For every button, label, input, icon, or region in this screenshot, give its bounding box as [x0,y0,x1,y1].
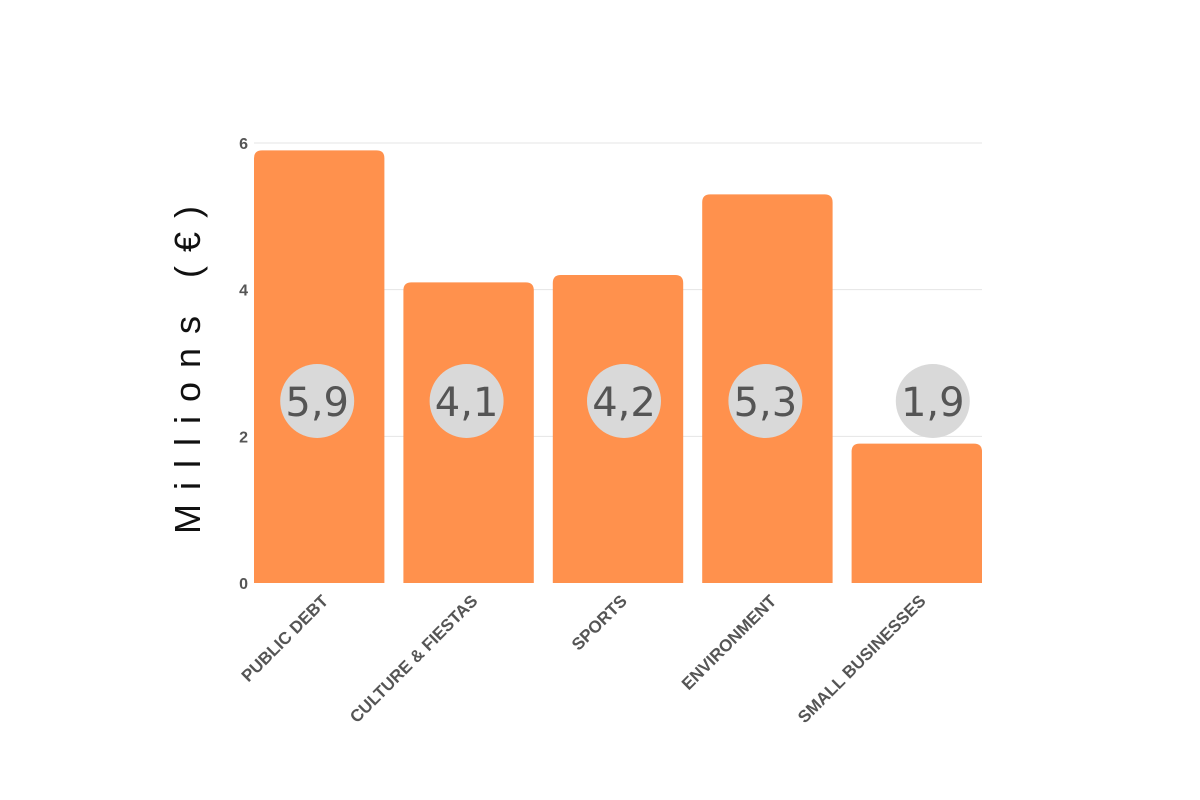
data-label: 1,9 [901,380,965,426]
bar [851,443,982,583]
data-labels: 5,9 4,1 4,2 5,3 1,9 [285,380,964,426]
x-tick-label: PUBLIC DEBT [238,591,333,686]
data-label-bubbles [280,364,970,438]
y-tick-label: 2 [239,429,248,446]
y-axis-ticks: 0 2 4 6 [239,136,248,593]
y-tick-label: 6 [239,136,248,153]
data-label-bubble [429,364,504,438]
y-tick-label: 4 [239,283,248,300]
data-label: 5,9 [285,380,349,426]
x-tick-label: SMALL BUSINESSES [794,591,929,726]
data-label-bubble [895,364,970,438]
x-tick-label: ENVIRONMENT [678,591,781,694]
data-label: 4,1 [435,380,499,426]
y-tick-label: 0 [239,576,248,593]
data-label-bubble [280,364,355,438]
data-label: 4,2 [592,380,656,426]
y-axis-title: Millions (€) [167,192,208,534]
data-label: 5,3 [734,380,798,426]
x-tick-label: SPORTS [568,591,631,654]
x-tick-label: CULTURE & FIESTAS [346,591,481,726]
x-axis-ticks: PUBLIC DEBT CULTURE & FIESTAS SPORTS ENVIRO… [238,591,930,727]
data-label-bubble [587,364,661,438]
data-label-bubble [728,364,803,438]
